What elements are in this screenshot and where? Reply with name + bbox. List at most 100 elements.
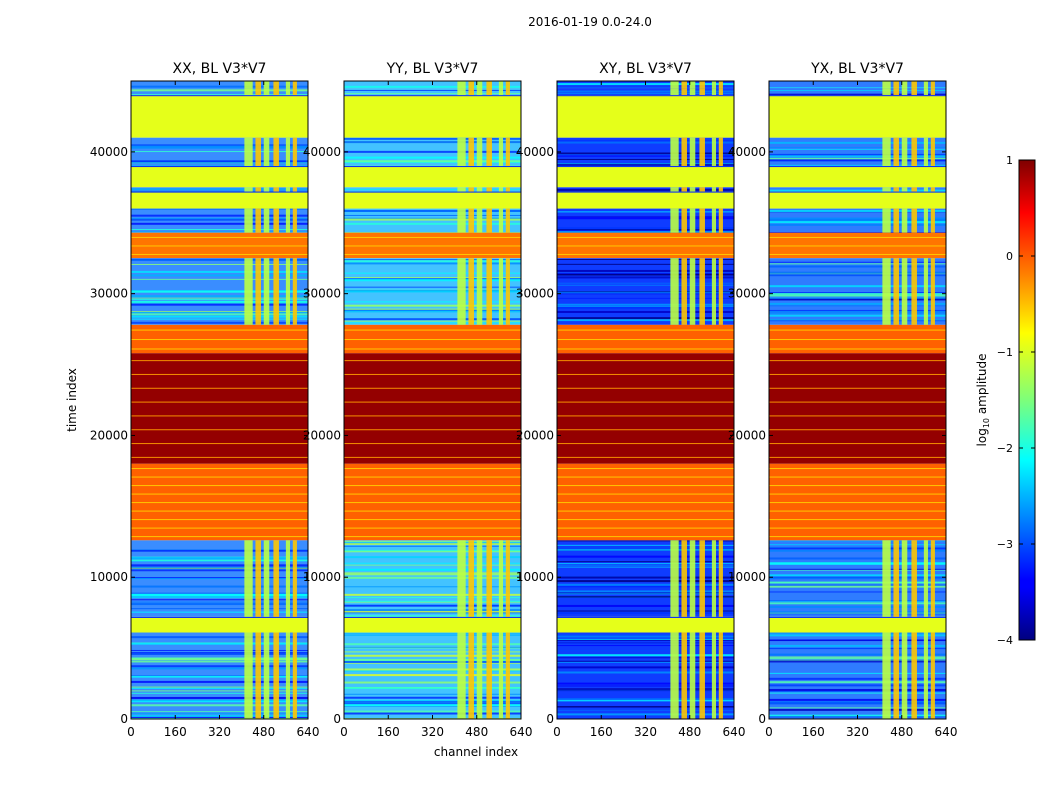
- noise-streak: [131, 608, 308, 610]
- band-stripe: [557, 502, 734, 504]
- noise-streak: [131, 578, 308, 580]
- noise-streak: [131, 222, 308, 225]
- rfi-column: [468, 540, 474, 617]
- rfi-column: [699, 632, 705, 719]
- noise-streak: [557, 548, 734, 551]
- noise-streak: [344, 189, 521, 191]
- band-stripe: [344, 245, 521, 247]
- noise-streak: [344, 612, 521, 614]
- noise-streak: [344, 600, 521, 602]
- noise-streak: [344, 318, 521, 321]
- noise-streak: [769, 223, 946, 226]
- y-tick-label: 0: [333, 712, 341, 726]
- noise-streak: [769, 285, 946, 288]
- noise-streak: [769, 319, 946, 321]
- noise-streak: [769, 294, 946, 297]
- y-tick-label: 0: [758, 712, 766, 726]
- noise-streak: [557, 546, 734, 548]
- noise-streak: [131, 258, 308, 261]
- noise-streak: [769, 292, 946, 295]
- noise-streak: [557, 291, 734, 294]
- band-stripe: [557, 253, 734, 255]
- x-tick-label: 160: [164, 725, 187, 739]
- noise-streak: [769, 271, 946, 274]
- colorbar-gradient: [1018, 159, 1036, 641]
- y-tick-label: 10000: [728, 570, 766, 584]
- noise-streak: [131, 657, 308, 660]
- noise-streak: [557, 698, 734, 701]
- rfi-column: [681, 208, 687, 233]
- time-band: [131, 88, 308, 96]
- rfi-column: [930, 81, 935, 89]
- band-stripe: [557, 527, 734, 529]
- panel-yy: YY, BL V3*V7 0 160 320 480 640 0 10000 20000 3000…: [303, 61, 533, 739]
- band-stripe: [769, 510, 946, 512]
- noise-streak: [344, 279, 521, 282]
- rfi-column: [670, 88, 679, 96]
- noise-streak: [131, 686, 308, 688]
- rfi-column: [681, 187, 687, 192]
- x-tick-label: 320: [421, 725, 444, 739]
- rfi-column: [930, 137, 935, 167]
- rfi-column: [689, 88, 696, 96]
- noise-streak: [769, 690, 946, 692]
- rfi-column: [285, 88, 291, 96]
- colorbar-label-main: log: [975, 428, 989, 446]
- band-stripe: [557, 387, 734, 389]
- rfi-column: [244, 540, 253, 617]
- noise-streak: [131, 217, 308, 219]
- band-stripe: [344, 502, 521, 504]
- rfi-column: [486, 81, 492, 89]
- band-stripe: [769, 476, 946, 478]
- rfi-column: [930, 187, 935, 192]
- rfi-column: [699, 208, 705, 233]
- band-edge: [769, 95, 946, 97]
- noise-streak: [769, 298, 946, 301]
- noise-streak: [344, 597, 521, 599]
- band-stripe: [344, 236, 521, 238]
- x-tick-label: 0: [127, 725, 135, 739]
- y-tick-label: 10000: [516, 570, 554, 584]
- noise-streak: [769, 569, 946, 571]
- band-stripe: [131, 236, 308, 238]
- noise-streak: [769, 605, 946, 608]
- noise-streak: [131, 692, 308, 694]
- x-tick-label: 480: [252, 725, 275, 739]
- rfi-column: [718, 632, 723, 719]
- noise-streak: [131, 208, 308, 210]
- noise-streak: [131, 660, 308, 663]
- rfi-column: [255, 632, 261, 719]
- noise-streak: [557, 216, 734, 218]
- noise-streak: [131, 231, 308, 233]
- band-stripe: [131, 468, 308, 470]
- noise-streak: [344, 542, 521, 544]
- band-stripe: [344, 253, 521, 255]
- noise-streak: [344, 704, 521, 707]
- rfi-column: [699, 137, 705, 167]
- rfi-column: [718, 81, 723, 89]
- band-stripe: [769, 468, 946, 470]
- band-stripe: [344, 468, 521, 470]
- band-stripe: [344, 401, 521, 403]
- band-edge: [557, 616, 734, 618]
- x-tick-label: 320: [634, 725, 657, 739]
- rfi-column: [498, 81, 504, 89]
- noise-streak: [131, 569, 308, 571]
- band-edge: [344, 166, 521, 168]
- noise-streak: [131, 566, 308, 568]
- noise-streak: [557, 158, 734, 160]
- rfi-column: [273, 258, 279, 325]
- rfi-column: [255, 258, 261, 325]
- rfi-column: [882, 258, 891, 325]
- x-tick-label: 640: [935, 725, 958, 739]
- rfi-column: [292, 540, 297, 617]
- rfi-column: [476, 208, 483, 233]
- rfi-column: [911, 632, 917, 719]
- noise-streak: [769, 602, 946, 605]
- rfi-column: [285, 137, 291, 167]
- noise-streak: [557, 293, 734, 295]
- rfi-column: [689, 540, 696, 617]
- rfi-column: [244, 632, 253, 719]
- time-band: [344, 208, 521, 233]
- noise-streak: [557, 229, 734, 232]
